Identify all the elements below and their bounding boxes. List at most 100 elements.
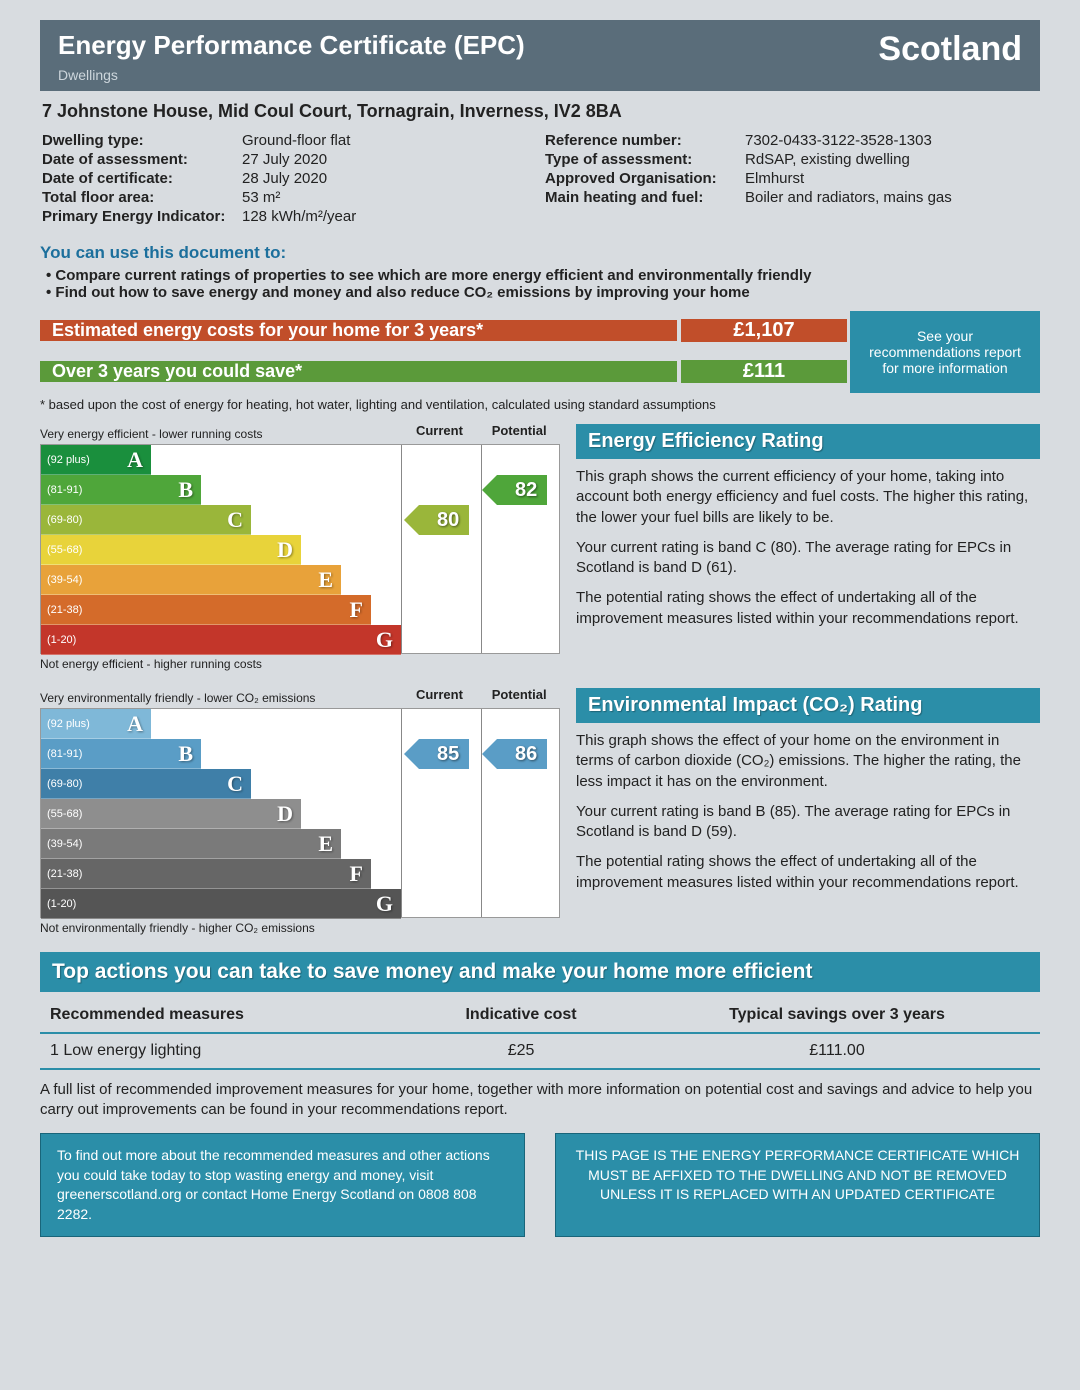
potential-arrow: 86 bbox=[497, 739, 547, 769]
property-value: 28 July 2020 bbox=[242, 170, 327, 187]
measure-savings: £111.00 bbox=[634, 1033, 1040, 1069]
rating-band-c: (69-80) C bbox=[41, 769, 251, 799]
band-range: (81-91) bbox=[41, 484, 82, 496]
property-value: RdSAP, existing dwelling bbox=[745, 151, 910, 168]
band-letter: G bbox=[376, 891, 393, 917]
cost-save-label: Over 3 years you could save* bbox=[40, 361, 677, 382]
potential-arrow-value: 82 bbox=[515, 479, 537, 502]
bottom-boxes: To find out more about the recommended m… bbox=[40, 1133, 1040, 1237]
chart-divider bbox=[401, 445, 402, 653]
col-current: Current bbox=[400, 423, 480, 438]
band-range: (55-68) bbox=[41, 808, 82, 820]
potential-arrow-value: 86 bbox=[515, 743, 537, 766]
rating-band-e: (39-54) E bbox=[41, 829, 341, 859]
region-label: Scotland bbox=[878, 30, 1022, 69]
col-potential: Potential bbox=[479, 423, 559, 438]
rating-band-a: (92 plus) A bbox=[41, 709, 151, 739]
rating-band-b: (81-91)B bbox=[41, 475, 201, 505]
rating-band-b: (81-91)B bbox=[41, 739, 201, 769]
info-paragraph: Your current rating is band C (80). The … bbox=[576, 538, 1040, 579]
property-label: Type of assessment: bbox=[545, 151, 745, 168]
use-item: Find out how to save energy and money an… bbox=[46, 284, 1040, 301]
cost-block: Estimated energy costs for your home for… bbox=[40, 311, 1040, 393]
rating-band-g: (1-20) G bbox=[41, 889, 401, 919]
header-left: Energy Performance Certificate (EPC) Dwe… bbox=[58, 30, 525, 83]
efficiency-chart: Current Potential (92 plus)A(81-91)B(69-… bbox=[40, 444, 560, 654]
use-heading: You can use this document to: bbox=[40, 243, 1040, 263]
property-label: Date of certificate: bbox=[42, 170, 242, 187]
band-range: (39-54) bbox=[41, 574, 82, 586]
band-range: (69-80) bbox=[41, 778, 82, 790]
rating-band-f: (21-38)F bbox=[41, 595, 371, 625]
measures-row: 1 Low energy lighting£25£111.00 bbox=[40, 1033, 1040, 1069]
property-address: 7 Johnstone House, Mid Coul Court, Torna… bbox=[40, 91, 1040, 130]
property-value: 27 July 2020 bbox=[242, 151, 327, 168]
band-letter: A bbox=[127, 711, 143, 737]
band-range: (92 plus) bbox=[41, 454, 90, 466]
eff-caption-bot: Not energy efficient - higher running co… bbox=[40, 657, 560, 671]
measure-name: 1 Low energy lighting bbox=[40, 1033, 408, 1069]
band-letter: G bbox=[376, 627, 393, 653]
band-range: (92 plus) bbox=[41, 718, 90, 730]
info-paragraph: Your current rating is band B (85). The … bbox=[576, 802, 1040, 843]
band-letter: D bbox=[277, 801, 293, 827]
property-value: 7302-0433-3122-3528-1303 bbox=[745, 132, 932, 149]
doc-subtitle: Dwellings bbox=[58, 67, 525, 83]
band-range: (1-20) bbox=[41, 634, 76, 646]
property-value: Elmhurst bbox=[745, 170, 804, 187]
current-arrow-value: 85 bbox=[437, 743, 459, 766]
property-row: Total floor area:53 m² bbox=[42, 189, 535, 206]
info-box-left: To find out more about the recommended m… bbox=[40, 1133, 525, 1237]
band-letter: D bbox=[277, 537, 293, 563]
header-bar: Energy Performance Certificate (EPC) Dwe… bbox=[40, 20, 1040, 91]
info-box-right: THIS PAGE IS THE ENERGY PERFORMANCE CERT… bbox=[555, 1133, 1040, 1237]
band-letter: C bbox=[227, 771, 243, 797]
rating-band-d: (55-68)D bbox=[41, 535, 301, 565]
info-paragraph: This graph shows the effect of your home… bbox=[576, 731, 1040, 792]
top-actions-title: Top actions you can take to save money a… bbox=[40, 952, 1040, 992]
band-range: (81-91) bbox=[41, 748, 82, 760]
measures-note: A full list of recommended improvement m… bbox=[40, 1080, 1040, 1119]
property-row: Date of certificate:28 July 2020 bbox=[42, 170, 535, 187]
measures-table: Recommended measuresIndicative costTypic… bbox=[40, 998, 1040, 1070]
property-value: 53 m² bbox=[242, 189, 280, 206]
measures-header: Typical savings over 3 years bbox=[634, 998, 1040, 1033]
impact-chart: Current Potential (92 plus)A(81-91)B(69-… bbox=[40, 708, 560, 918]
measure-cost: £25 bbox=[408, 1033, 634, 1069]
band-letter: E bbox=[318, 831, 333, 857]
rating-band-a: (92 plus) A bbox=[41, 445, 151, 475]
band-letter: E bbox=[318, 567, 333, 593]
property-label: Main heating and fuel: bbox=[545, 189, 745, 206]
property-row: Dwelling type:Ground-floor flat bbox=[42, 132, 535, 149]
property-row: Type of assessment:RdSAP, existing dwell… bbox=[545, 151, 1038, 168]
property-row: Main heating and fuel:Boiler and radiato… bbox=[545, 189, 1038, 206]
property-label: Dwelling type: bbox=[42, 132, 242, 149]
property-details: Dwelling type:Ground-floor flatDate of a… bbox=[40, 130, 1040, 237]
use-list: Compare current ratings of properties to… bbox=[40, 267, 1040, 301]
imp-caption-bot: Not environmentally friendly - higher CO… bbox=[40, 921, 560, 935]
band-range: (21-38) bbox=[41, 604, 82, 616]
cost-footnote: * based upon the cost of energy for heat… bbox=[40, 397, 1040, 412]
band-range: (21-38) bbox=[41, 868, 82, 880]
band-letter: F bbox=[350, 861, 363, 887]
cost-sidebar: See your recommendations report for more… bbox=[850, 311, 1040, 393]
impact-title: Environmental Impact (CO₂) Rating bbox=[576, 688, 1040, 723]
property-label: Reference number: bbox=[545, 132, 745, 149]
band-range: (39-54) bbox=[41, 838, 82, 850]
chart-divider bbox=[401, 709, 402, 917]
doc-title: Energy Performance Certificate (EPC) bbox=[58, 30, 525, 61]
cost-row-save: Over 3 years you could save* £111 bbox=[40, 352, 847, 390]
band-letter: A bbox=[127, 447, 143, 473]
rating-band-f: (21-38) F bbox=[41, 859, 371, 889]
property-label: Total floor area: bbox=[42, 189, 242, 206]
info-paragraph: This graph shows the current efficiency … bbox=[576, 467, 1040, 528]
current-arrow: 80 bbox=[419, 505, 469, 535]
band-range: (1-20) bbox=[41, 898, 76, 910]
rating-band-e: (39-54) E bbox=[41, 565, 341, 595]
property-value: 128 kWh/m²/year bbox=[242, 208, 356, 225]
efficiency-title: Energy Efficiency Rating bbox=[576, 424, 1040, 459]
efficiency-section: Very energy efficient - lower running co… bbox=[40, 424, 1040, 674]
info-paragraph: The potential rating shows the effect of… bbox=[576, 852, 1040, 893]
property-label: Primary Energy Indicator: bbox=[42, 208, 242, 225]
property-value: Ground-floor flat bbox=[242, 132, 350, 149]
